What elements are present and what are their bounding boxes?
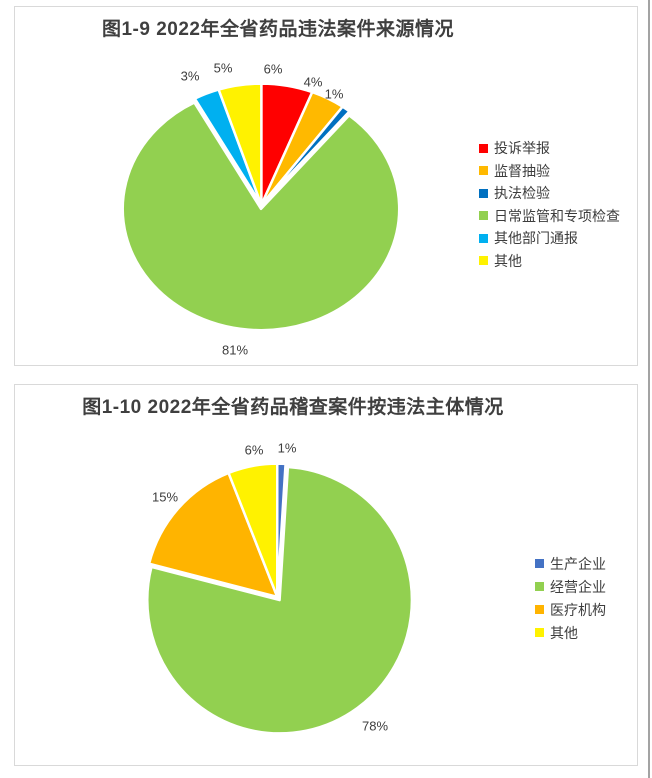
pie-data-label-投诉举报: 6% [263, 61, 283, 77]
legend-fig-1-10: 生产企业经营企业医疗机构其他 [535, 552, 606, 644]
legend-label: 执法检验 [494, 185, 550, 202]
legend-swatch-icon [479, 233, 488, 243]
legend-swatch-icon [479, 211, 488, 221]
legend-swatch-icon [479, 143, 488, 153]
pie-slice-日常监管和专项检查 [121, 101, 401, 332]
legend-label: 其他 [550, 624, 578, 641]
legend-item-执法检验: 执法检验 [479, 182, 620, 205]
pie-data-label-其他: 6% [244, 442, 264, 458]
pie-slice-其他 [217, 82, 263, 207]
pie-data-label-医疗机构: 15% [151, 489, 179, 505]
pie-data-label-经营企业: 78% [361, 718, 389, 734]
chart-title-fig-1-9: 图1-9 2022年全省药品违法案件来源情况 [101, 19, 454, 40]
legend-label: 其他 [494, 252, 522, 269]
legend-swatch-icon [535, 582, 544, 591]
legend-label: 医疗机构 [550, 601, 606, 618]
legend-item-投诉举报: 投诉举报 [479, 137, 620, 160]
pie-data-label-监督抽验: 4% [303, 74, 323, 90]
legend-item-生产企业: 生产企业 [535, 552, 606, 575]
pie-data-label-执法检验: 1% [324, 86, 344, 102]
pie-data-label-日常监管和专项检查: 81% [221, 342, 249, 358]
pie-slice-医疗机构 [147, 471, 279, 599]
legend-label: 投诉举报 [494, 140, 550, 157]
legend-swatch-icon [479, 188, 488, 198]
legend-swatch-icon [479, 256, 488, 266]
chart-frame-fig-1-9: 图1-9 2022年全省药品违法案件来源情况 6% 4% 1% 81% 3% 5% 投诉举… [14, 6, 638, 366]
legend-label: 其他部门通报 [494, 230, 578, 247]
pie-data-label-生产企业: 1% [277, 440, 297, 456]
legend-swatch-icon [535, 628, 544, 637]
legend-label: 日常监管和专项检查 [494, 207, 620, 224]
legend-item-医疗机构: 医疗机构 [535, 598, 606, 621]
legend-fig-1-9: 投诉举报监督抽验执法检验日常监管和专项检查 其他部门通报 其他 [479, 137, 620, 272]
page-right-border-rule [648, 0, 650, 778]
legend-label: 监督抽验 [494, 162, 550, 179]
chart-frame-fig-1-10: 图1-10 2022年全省药品稽查案件按违法主体情况 1% 78% 15% 6% 生产… [14, 384, 638, 766]
legend-swatch-icon [535, 559, 544, 568]
pie-data-label-其他部门通报: 3% [180, 68, 200, 84]
legend-label: 经营企业 [550, 578, 606, 595]
chart-title-fig-1-10: 图1-10 2022年全省药品稽查案件按违法主体情况 [82, 397, 504, 418]
pie-chart-fig-1-10 [146, 462, 414, 735]
pie-slice-经营企业 [146, 465, 414, 735]
legend-item-其他: 其他 [479, 250, 620, 273]
legend-label: 生产企业 [550, 555, 606, 572]
legend-swatch-icon [535, 605, 544, 614]
legend-item-其他: 其他 [535, 621, 606, 644]
legend-item-监督抽验: 监督抽验 [479, 160, 620, 183]
legend-item-经营企业: 经营企业 [535, 575, 606, 598]
pie-data-label-其他: 5% [213, 60, 233, 76]
legend-item-日常监管和专项检查: 日常监管和专项检查 [479, 205, 620, 228]
pie-slice-执法检验 [260, 105, 351, 207]
pie-slice-其他 [227, 462, 279, 599]
legend-swatch-icon [479, 166, 488, 176]
legend-item-其他部门通报: 其他部门通报 [479, 227, 620, 250]
pie-chart-fig-1-9 [121, 82, 401, 332]
